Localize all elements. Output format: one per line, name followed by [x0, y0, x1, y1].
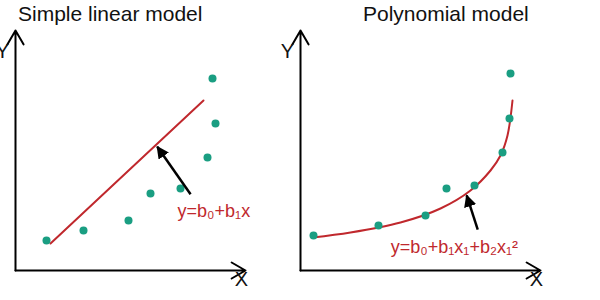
svg-text:y=b₀+b₁x: y=b₀+b₁x	[178, 201, 251, 221]
svg-text:Y: Y	[281, 40, 294, 62]
svg-text:X: X	[530, 268, 543, 290]
svg-text:Y: Y	[0, 40, 9, 62]
svg-text:X: X	[235, 268, 248, 290]
html-text:Polynomial model: Polynomial model	[363, 2, 529, 25]
svg-text:y=b₀+b₁x₁+b₂x₁²: y=b₀+b₁x₁+b₂x₁²	[391, 237, 518, 257]
html-text:Simple linear model: Simple linear model	[18, 2, 203, 25]
